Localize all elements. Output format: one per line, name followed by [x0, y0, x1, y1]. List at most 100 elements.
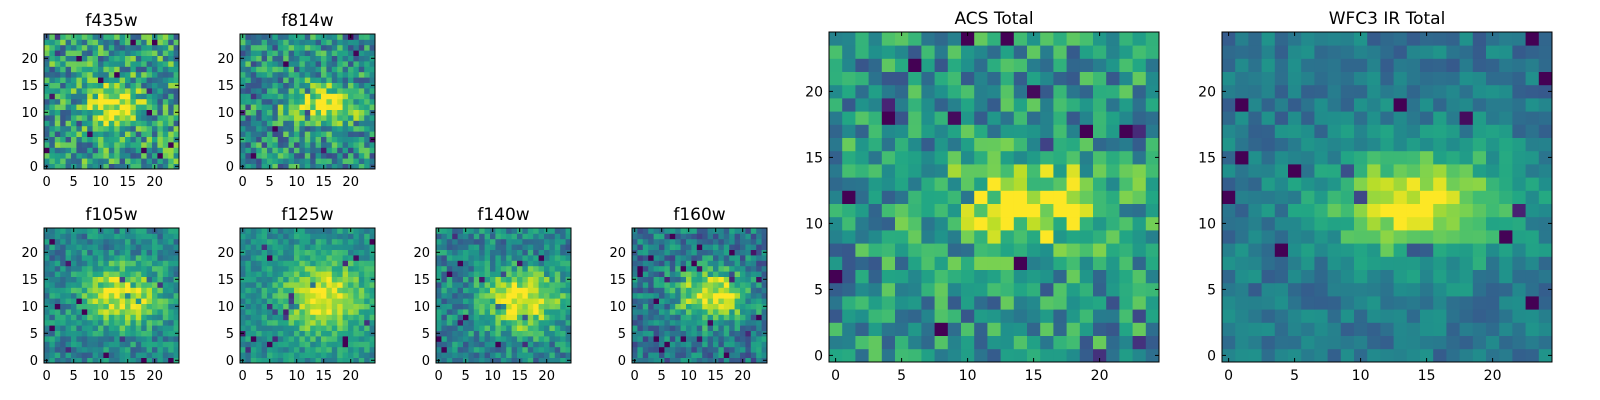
heatmap-cell [81, 325, 88, 331]
heatmap-cell [245, 346, 252, 353]
heatmap-cell [119, 34, 126, 40]
heatmap-cell [277, 39, 284, 46]
heatmap-cell [315, 265, 322, 272]
heatmap-cell [103, 39, 110, 46]
heatmap-cell [533, 346, 539, 353]
heatmap-cell [436, 346, 442, 353]
heatmap-cell [934, 216, 949, 231]
heatmap-cell [157, 71, 164, 78]
heatmap-cell [135, 66, 142, 73]
heatmap-cell [152, 314, 158, 321]
heatmap-cell [987, 309, 1001, 323]
heatmap-cell [855, 137, 869, 152]
heatmap-cell [452, 330, 458, 337]
heatmap-cell [146, 233, 153, 240]
heatmap-cell [1538, 296, 1553, 310]
heatmap-cell [250, 39, 257, 46]
heatmap-cell [44, 98, 50, 105]
heatmap-cell [549, 319, 556, 326]
heatmap-cell [358, 233, 365, 240]
heatmap-cell [272, 93, 279, 100]
heatmap-cell [135, 238, 142, 245]
heatmap-cell [65, 77, 72, 83]
heatmap-cell [560, 303, 566, 310]
heatmap-cell [1314, 282, 1328, 297]
heatmap-cell [881, 71, 896, 86]
heatmap-cell [517, 341, 523, 348]
heatmap-cell [256, 120, 262, 127]
x-tick-label: 10 [680, 369, 697, 384]
heatmap-cell [1261, 230, 1276, 244]
heatmap-cell [527, 255, 534, 261]
heatmap-cell [304, 147, 311, 154]
heatmap-cell [1053, 216, 1067, 231]
heatmap-cell [76, 249, 83, 256]
heatmap-cell [157, 39, 164, 46]
heatmap-cell [842, 335, 856, 350]
heatmap-cell [1235, 150, 1249, 165]
heatmap-cell [250, 260, 257, 267]
heatmap-cell [81, 228, 88, 234]
heatmap-cell [168, 271, 174, 277]
heatmap-cell [511, 282, 518, 288]
heatmap-cell [119, 238, 126, 245]
heatmap-cell [1301, 230, 1315, 244]
heatmap-cell [294, 104, 300, 110]
heatmap-cell [152, 152, 158, 159]
heatmap-cell [288, 44, 295, 51]
heatmap-cell [369, 77, 376, 83]
heatmap-cell [256, 228, 262, 234]
heatmap-cell [54, 93, 61, 100]
heatmap-cell [686, 319, 692, 326]
heatmap-cell [283, 336, 289, 342]
heatmap-cell [299, 66, 306, 73]
heatmap-cell [54, 249, 61, 256]
heatmap-cell [245, 292, 252, 299]
heatmap-cell [511, 303, 518, 310]
heatmap-cell [81, 120, 88, 127]
heatmap-cell [947, 216, 962, 231]
heatmap-cell [369, 282, 376, 288]
heatmap-cell [895, 124, 909, 138]
heatmap-cell [337, 158, 343, 164]
heatmap-cell [457, 271, 464, 277]
heatmap-cell [98, 93, 104, 100]
heatmap-cell [256, 330, 262, 337]
heatmap-cell [141, 271, 147, 277]
heatmap-cell [54, 314, 61, 321]
heatmap-cell [245, 71, 252, 78]
heatmap-cell [908, 256, 922, 270]
heatmap-cell [261, 120, 268, 127]
heatmap-cell [1027, 137, 1041, 152]
heatmap-cell [337, 265, 343, 272]
heatmap-cell [538, 249, 545, 256]
heatmap-cell [272, 39, 279, 46]
heatmap-cell [54, 346, 61, 353]
heatmap-cell [842, 256, 856, 270]
heatmap-cell [130, 136, 137, 143]
heatmap-cell [675, 298, 681, 304]
heatmap-cell [321, 98, 327, 105]
heatmap-cell [648, 238, 654, 245]
heatmap-cell [299, 249, 306, 256]
heatmap-cell [152, 109, 158, 116]
heatmap-cell [745, 265, 752, 272]
heatmap-cell [337, 93, 343, 100]
heatmap-cell [162, 120, 169, 127]
y-tick-label: 15 [217, 273, 234, 288]
heatmap-cell [479, 233, 485, 240]
heatmap-cell [1261, 203, 1276, 218]
heatmap-cell [130, 265, 137, 272]
heatmap-cell [130, 303, 137, 310]
heatmap-cell [1119, 84, 1133, 99]
heatmap-cell [261, 44, 268, 51]
heatmap-cell [745, 271, 752, 277]
heatmap-cell [745, 357, 752, 364]
heatmap-cell [452, 233, 458, 240]
heatmap-cell [119, 66, 126, 73]
heatmap-cell [152, 271, 158, 277]
heatmap-cell [114, 44, 120, 51]
heatmap-cell [54, 276, 61, 283]
heatmap-cell [446, 249, 453, 256]
heatmap-cell [549, 352, 556, 358]
